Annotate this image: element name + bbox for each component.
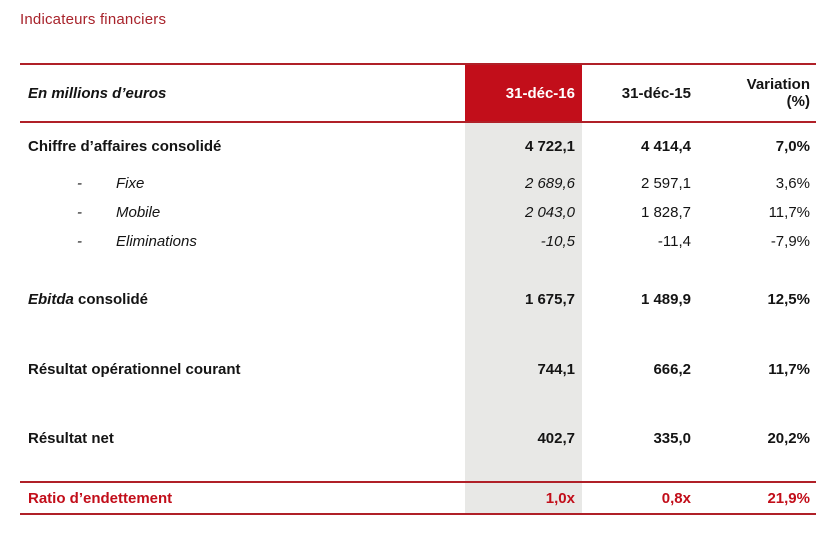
cell-2015: 335,0 — [653, 429, 691, 447]
table-row-ratio-endettement: Ratio d’endettement 1,0x 0,8x 21,9% — [20, 481, 816, 515]
cell-2015: 0,8x — [582, 481, 697, 515]
column-header-dec-15: 31-déc-15 — [582, 63, 697, 123]
unit-label: En millions d’euros — [20, 63, 465, 123]
row-label: Résultat net — [28, 429, 114, 447]
row-label: - Mobile — [77, 204, 161, 221]
cell-2016: 402,7 — [465, 423, 582, 453]
table-header-row: En millions d’euros 31-déc-16 31-déc-15 … — [20, 63, 816, 123]
table-row-eliminations: - Eliminations -10,5 -11,4 -7,9% — [20, 227, 816, 256]
cell-2015: 1 489,9 — [640, 290, 691, 308]
cell-variation: 7,0% — [775, 137, 810, 155]
table-row-fixe: - Fixe 2 689,6 2 597,1 3,6% — [20, 169, 816, 198]
spacer-row — [20, 256, 816, 284]
cell-2015: 4 414,4 — [640, 137, 691, 155]
dash-bullet: - — [77, 204, 82, 221]
table-row-resultat-operationnel: Résultat opérationnel courant 744,1 666,… — [20, 354, 816, 384]
cell-2015: 2 597,1 — [640, 175, 691, 192]
cell-variation: -7,9% — [770, 233, 810, 250]
dash-bullet: - — [77, 175, 82, 192]
cell-2016: 2 689,6 — [465, 169, 582, 198]
row-label: Ratio d’endettement — [20, 481, 465, 515]
cell-2015: 666,2 — [653, 360, 691, 378]
table-row-chiffre-affaires: Chiffre d’affaires consolidé 4 722,1 4 4… — [20, 122, 816, 169]
cell-variation: 20,2% — [767, 429, 810, 447]
page-title: Indicateurs financiers — [20, 11, 167, 28]
table-row-ebitda: Ebitda consolidé 1 675,7 1 489,9 12,5% — [20, 284, 816, 314]
cell-2015: -11,4 — [657, 233, 691, 250]
cell-2015: 1 828,7 — [640, 204, 691, 221]
cell-2016: -10,5 — [465, 227, 582, 256]
variation-header-line2: (%) — [786, 93, 810, 110]
spacer-row — [20, 384, 816, 423]
cell-variation: 3,6% — [775, 175, 810, 192]
row-label: - Fixe — [77, 175, 145, 192]
cell-2016: 2 043,0 — [465, 198, 582, 227]
column-header-variation: Variation (%) — [697, 63, 816, 123]
row-label: Résultat opérationnel courant — [28, 360, 241, 378]
cell-2016: 1 675,7 — [465, 284, 582, 314]
spacer-row — [20, 314, 816, 354]
variation-header-line1: Variation — [746, 76, 810, 93]
cell-2016: 1,0x — [465, 481, 582, 515]
dash-bullet: - — [77, 233, 82, 250]
cell-variation: 11,7% — [768, 204, 810, 221]
table-row-resultat-net: Résultat net 402,7 335,0 20,2% — [20, 423, 816, 453]
row-label: - Eliminations — [77, 233, 197, 250]
cell-variation: 21,9% — [697, 481, 816, 515]
column-header-dec-16: 31-déc-16 — [465, 63, 582, 123]
row-label: Chiffre d’affaires consolidé — [28, 137, 222, 155]
table-row-mobile: - Mobile 2 043,0 1 828,7 11,7% — [20, 198, 816, 227]
financial-indicators-table: En millions d’euros 31-déc-16 31-déc-15 … — [20, 63, 816, 515]
cell-2016: 744,1 — [465, 354, 582, 384]
cell-variation: 12,5% — [767, 290, 810, 308]
row-label: Ebitda consolidé — [28, 290, 149, 308]
cell-2016: 4 722,1 — [465, 122, 582, 169]
spacer-row — [20, 453, 816, 482]
cell-variation: 11,7% — [768, 360, 810, 378]
financial-indicators-page: Indicateurs financiers En millions d’eur… — [0, 11, 840, 546]
